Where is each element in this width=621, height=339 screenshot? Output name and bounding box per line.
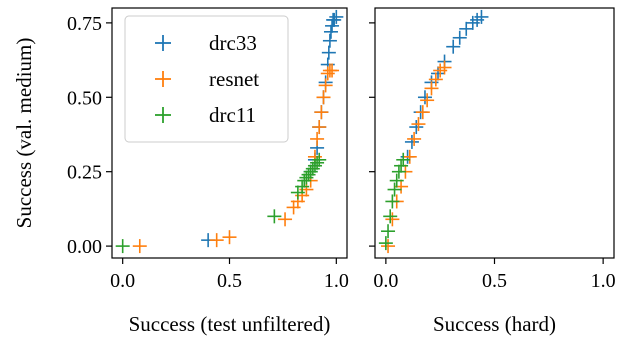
data-point-drc11	[396, 152, 411, 167]
x-tick-label: 0.0	[373, 270, 398, 292]
x-axis-label-1: Success (test unfiltered)	[129, 312, 331, 336]
data-point-drc33	[323, 24, 338, 39]
legend-marker-drc11	[155, 107, 171, 123]
legend-label-drc11: drc11	[209, 103, 256, 127]
data-point-drc11	[389, 173, 404, 188]
data-point-resnet	[312, 120, 327, 135]
data-point-resnet	[209, 233, 224, 248]
data-point-resnet	[411, 117, 426, 132]
data-point-drc11	[295, 179, 310, 194]
y-tick-label: 0.00	[67, 236, 102, 258]
legend-label-resnet: resnet	[209, 67, 259, 91]
data-point-resnet	[381, 239, 396, 254]
data-point-drc33	[321, 45, 336, 60]
x-tick-label: 0.0	[110, 270, 135, 292]
legend-marker-resnet	[155, 71, 171, 87]
x-tick-label: 1.0	[591, 270, 616, 292]
data-point-drc11	[312, 152, 327, 167]
data-point-drc11	[387, 182, 402, 197]
data-point-drc33	[329, 9, 344, 24]
data-point-resnet	[407, 131, 422, 146]
data-point-drc33	[404, 134, 419, 149]
data-point-resnet	[428, 72, 443, 87]
data-point-drc33	[446, 39, 461, 54]
data-point-drc11	[115, 239, 130, 254]
data-point-resnet	[314, 105, 329, 120]
data-point-resnet	[424, 81, 439, 96]
data-point-drc33	[459, 21, 474, 36]
data-point-resnet	[310, 131, 325, 146]
data-point-drc11	[267, 209, 282, 224]
data-point-resnet	[437, 60, 452, 75]
data-point-resnet	[318, 78, 333, 93]
data-point-drc11	[378, 236, 393, 251]
data-point-drc33	[327, 12, 342, 27]
data-point-drc11	[381, 224, 396, 239]
data-point-drc33	[417, 90, 432, 105]
x-tick-label: 1.0	[324, 270, 349, 292]
data-point-drc11	[394, 158, 409, 173]
data-point-resnet	[385, 212, 400, 227]
data-point-drc11	[391, 164, 406, 179]
x-tick-label: 0.5	[217, 270, 242, 292]
data-point-drc33	[474, 9, 489, 24]
legend-label-drc33: drc33	[209, 31, 257, 55]
data-point-drc33	[322, 33, 337, 48]
data-point-drc33	[325, 18, 340, 33]
x-tick-label: 0.5	[482, 270, 507, 292]
legend-box	[124, 15, 289, 143]
x-axis-label-2: Success (hard)	[433, 312, 556, 336]
data-point-drc33	[409, 120, 424, 135]
data-point-drc11	[385, 194, 400, 209]
data-point-resnet	[316, 90, 331, 105]
y-tick-label: 0.50	[67, 87, 102, 109]
data-point-resnet	[325, 63, 340, 78]
data-point-resnet	[222, 230, 237, 245]
plot-frame-2	[374, 7, 615, 259]
data-point-drc33	[452, 30, 467, 45]
y-axis-label: Success (val. medium)	[12, 38, 36, 229]
y-tick-label: 0.25	[67, 162, 102, 184]
data-point-drc33	[431, 66, 446, 81]
data-point-drc11	[383, 209, 398, 224]
data-point-resnet	[132, 239, 147, 254]
data-point-resnet	[415, 105, 430, 120]
data-point-drc11	[310, 155, 325, 170]
data-point-resnet	[278, 212, 293, 227]
data-point-resnet	[420, 93, 435, 108]
data-point-resnet	[402, 149, 417, 164]
y-tick-label: 0.75	[67, 13, 102, 35]
legend-marker-drc33	[155, 35, 171, 51]
